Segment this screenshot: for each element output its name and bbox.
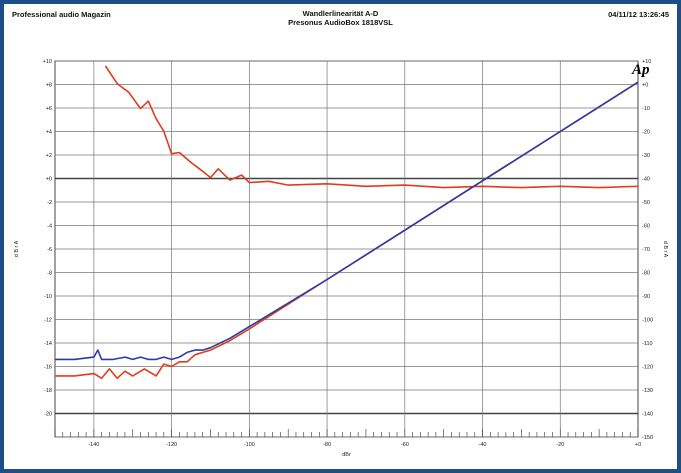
series-line-2 (55, 81, 639, 361)
y-right-tick-label: -10 (642, 106, 650, 112)
y-left-tick-label: +8 (46, 83, 52, 89)
y-right-tick-label: -150 (642, 435, 653, 441)
timestamp: 04/11/12 13:26:45 (608, 10, 669, 19)
y-left-tick-label: +2 (46, 153, 52, 159)
x-tick-label: -60 (401, 442, 409, 448)
y-left-tick-label: +10 (43, 59, 52, 65)
x-tick-label: -20 (556, 442, 564, 448)
y-left-tick-label: +4 (46, 130, 52, 136)
x-tick-label: -120 (166, 442, 177, 448)
x-tick-label: -100 (244, 442, 255, 448)
y-left-tick-label: -4 (47, 224, 52, 230)
chart-title: Wandlerlinearität A-D (302, 9, 379, 18)
chart-subtitle: Presonus AudioBox 1818VSL (288, 18, 393, 27)
company-name: Professional audio Magazin (12, 10, 111, 19)
x-tick-label: -140 (88, 442, 99, 448)
y-right-tick-label: -140 (642, 412, 653, 418)
y-right-tick-label: -100 (642, 318, 653, 324)
x-tick-label: -40 (479, 442, 487, 448)
y-left-tick-label: -6 (47, 247, 52, 253)
y-left-tick-label: -16 (44, 365, 52, 371)
ap-logo: Ap (631, 62, 650, 78)
x-axis-label: dBr (342, 452, 351, 458)
y-left-tick-label: -18 (44, 388, 52, 394)
y-right-tick-label: -30 (642, 153, 650, 159)
y-right-tick-label: -110 (642, 341, 653, 347)
y-right-tick-label: -60 (642, 224, 650, 230)
y-left-tick-label: -12 (44, 318, 52, 324)
chart-frame: -140 -120 -100 -80 -60 -40 -20 +0 +10 +8 +6 +4 +2 +0… (4, 4, 677, 469)
y-right-tick-label: -70 (642, 247, 650, 253)
x-tick-label: -80 (323, 442, 331, 448)
y-left-tick-label: -20 (44, 412, 52, 418)
y-axis-tick-labels: +10 +8 +6 +4 +2 +0 -2 -4 -6 -8 -10 -12 -14 -16 -18 -20 +… (43, 59, 653, 441)
y-left-tick-label: -2 (47, 200, 52, 206)
y-right-tick-label: -130 (642, 388, 653, 394)
y-right-tick-label: -50 (642, 200, 650, 206)
y-left-tick-label: -14 (44, 341, 52, 347)
y-right-tick-label: -80 (642, 271, 650, 277)
y-right-tick-label: -120 (642, 365, 653, 371)
y-right-tick-label: +10 (642, 59, 651, 65)
series-line-0 (104, 65, 639, 189)
y-left-tick-label: +6 (46, 106, 52, 112)
y-left-tick-label: +0 (46, 177, 52, 183)
y-right-tick-label: -20 (642, 130, 650, 136)
y-left-tick-label: -10 (44, 294, 52, 300)
grid (54, 60, 639, 438)
x-tick-label: +0 (635, 442, 641, 448)
data-lines (55, 65, 639, 380)
x-axis-ticks: -140 -120 -100 -80 -60 -40 -20 +0 (54, 429, 641, 448)
left-axis-unit: d B r A (14, 240, 20, 257)
linearity-chart: -140 -120 -100 -80 -60 -40 -20 +0 +10 +8 +6 +4 +2 +0… (14, 59, 668, 458)
right-axis-unit: d B r A (662, 241, 668, 258)
y-right-tick-label: -40 (642, 177, 650, 183)
y-right-tick-label: -90 (642, 294, 650, 300)
y-right-tick-label: +0 (642, 83, 648, 89)
y-left-tick-label: -8 (47, 271, 52, 277)
